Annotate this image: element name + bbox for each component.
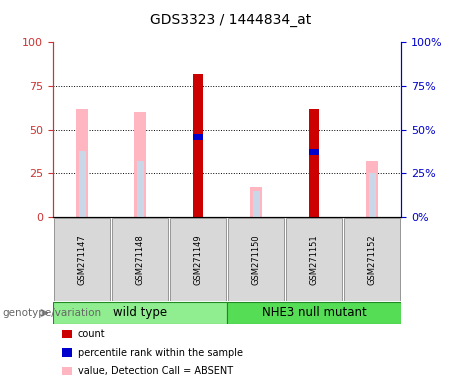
Bar (250, 187, 262, 217)
Text: wild type: wild type (113, 306, 167, 319)
Text: GSM271150: GSM271150 (252, 234, 260, 285)
Text: GSM271152: GSM271152 (367, 234, 377, 285)
FancyBboxPatch shape (170, 218, 226, 301)
Bar (309, 109, 319, 217)
Bar (134, 112, 147, 217)
Text: NHE3 null mutant: NHE3 null mutant (262, 306, 366, 319)
FancyBboxPatch shape (53, 218, 111, 301)
Text: count: count (78, 329, 106, 339)
Text: GSM271147: GSM271147 (77, 234, 87, 285)
Text: percentile rank within the sample: percentile rank within the sample (78, 348, 243, 358)
FancyBboxPatch shape (286, 218, 343, 301)
Text: GSM271148: GSM271148 (136, 234, 145, 285)
Bar (366, 161, 378, 217)
Bar (76, 109, 89, 217)
Text: GSM271151: GSM271151 (309, 234, 319, 285)
Bar (309, 149, 319, 156)
Text: genotype/variation: genotype/variation (2, 308, 101, 318)
FancyBboxPatch shape (343, 218, 401, 301)
Bar (136, 161, 143, 217)
Text: GDS3323 / 1444834_at: GDS3323 / 1444834_at (150, 13, 311, 27)
Bar (193, 74, 203, 217)
Text: value, Detection Call = ABSENT: value, Detection Call = ABSENT (78, 366, 233, 376)
FancyBboxPatch shape (112, 218, 168, 301)
FancyBboxPatch shape (53, 302, 227, 324)
Bar (368, 173, 376, 217)
Bar (78, 151, 86, 217)
FancyBboxPatch shape (227, 302, 401, 324)
FancyBboxPatch shape (228, 218, 284, 301)
Text: GSM271149: GSM271149 (194, 234, 202, 285)
Bar (253, 191, 260, 217)
Bar (193, 134, 203, 140)
